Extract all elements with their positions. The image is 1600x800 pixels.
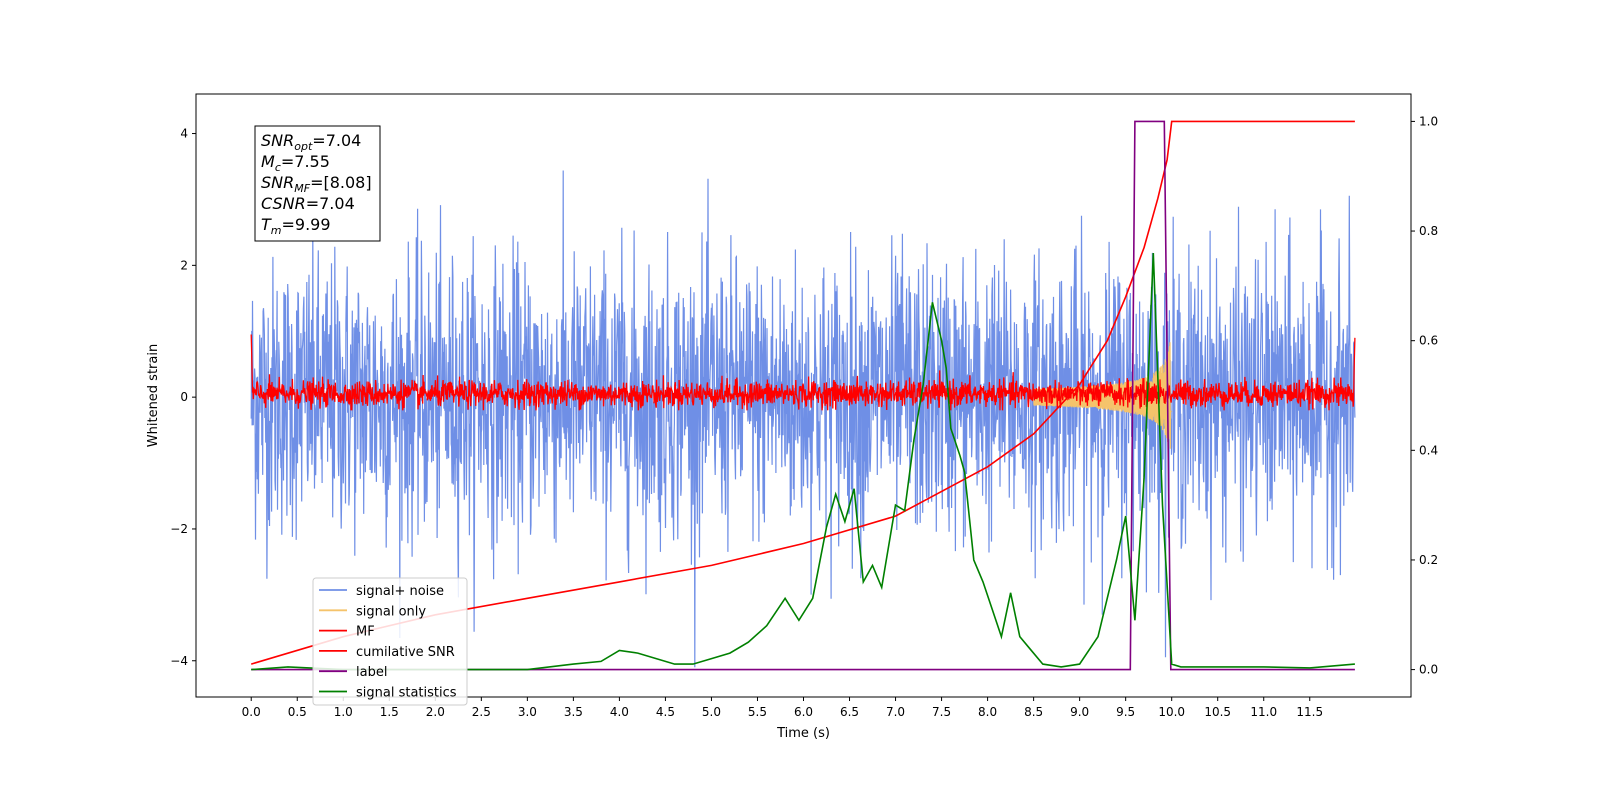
annotation-box [254, 125, 381, 242]
legend-entry: MF [356, 625, 375, 640]
x-tick-label: 10.5 [1204, 705, 1231, 719]
legend-box [312, 577, 468, 706]
legend-entry: cumilative SNR [356, 645, 455, 660]
x-tick-label: 2.5 [472, 705, 491, 719]
y2-tick-label: 0.2 [1419, 553, 1438, 567]
x-tick-label: 4.5 [656, 705, 675, 719]
y-tick-label: −2 [170, 522, 188, 536]
x-tick-label: 5.0 [702, 705, 721, 719]
y2-tick-label: 0.8 [1419, 224, 1438, 238]
y-tick-label: 2 [180, 258, 188, 272]
data-layer [250, 120, 1356, 671]
x-tick-label: 0.0 [242, 705, 261, 719]
y2-tick-label: 0.0 [1419, 663, 1438, 677]
y2-tick-label: 1.0 [1419, 114, 1438, 128]
y-tick-label: 0 [180, 390, 188, 404]
x-tick-label: 1.0 [334, 705, 353, 719]
x-tick-label: 8.5 [1024, 705, 1043, 719]
x-tick-label: 7.5 [932, 705, 951, 719]
y2-tick-label: 0.6 [1419, 334, 1438, 348]
series-signal-statistics [251, 252, 1355, 671]
y-axis-label: Whitened strain [146, 344, 161, 447]
legend-entry: signal only [356, 604, 426, 619]
x-tick-label: 3.0 [518, 705, 537, 719]
x-tick-label: 6.0 [794, 705, 813, 719]
x-tick-label: 10.0 [1158, 705, 1185, 719]
annotation-line: CSNR=7.04 [261, 194, 355, 213]
y-tick-label: 4 [180, 127, 188, 141]
x-tick-label: 9.5 [1116, 705, 1135, 719]
x-axis: 0.0 0.5 1.0 1.5 2.0 2.5 3.0 3.5 4.0 4.5 5.0 5.5 6.0 6… [242, 697, 1323, 719]
legend-entry: signal statistics [356, 686, 457, 701]
x-tick-label: 5.5 [748, 705, 767, 719]
legend-entry: signal+ noise [356, 584, 444, 599]
annotation-line: SNRopt=7.04 [261, 131, 361, 153]
x-tick-label: 11.0 [1250, 705, 1277, 719]
annotation-line: Tm=9.99 [261, 215, 331, 237]
y-axis-right: 1.0 0.8 0.6 0.4 0.2 0.0 [1411, 114, 1438, 677]
annotation-line: SNRMF=[8.08] [261, 173, 372, 195]
y2-tick-label: 0.4 [1419, 443, 1438, 457]
y-tick-label: −4 [170, 654, 188, 668]
x-tick-label: 4.0 [610, 705, 629, 719]
x-tick-label: 8.0 [978, 705, 997, 719]
x-tick-label: 2.0 [426, 705, 445, 719]
x-tick-label: 3.5 [564, 705, 583, 719]
series-cumulative-snr [250, 120, 1355, 665]
x-axis-label: Time (s) [776, 726, 830, 741]
legend: signal+ noise signal only MF cumilative SNR… [312, 577, 468, 706]
x-tick-label: 9.0 [1070, 705, 1089, 719]
annotation-line: Mc=7.55 [261, 152, 330, 174]
series-mf [250, 334, 1356, 411]
x-tick-label: 0.5 [288, 705, 307, 719]
x-tick-label: 11.5 [1296, 705, 1323, 719]
x-tick-label: 7.0 [886, 705, 905, 719]
series-label [251, 120, 1355, 671]
x-tick-label: 1.5 [380, 705, 399, 719]
y-axis-left: 4 2 0 −2 −4 [170, 127, 196, 668]
x-tick-label: 6.5 [840, 705, 859, 719]
legend-entry: label [356, 665, 387, 680]
